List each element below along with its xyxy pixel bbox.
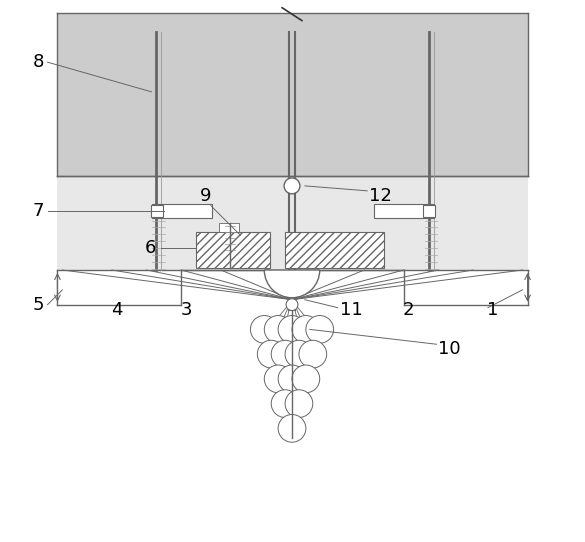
- Text: 5: 5: [33, 295, 44, 314]
- Bar: [219, 223, 239, 233]
- Text: 11: 11: [339, 301, 362, 319]
- Text: 2: 2: [403, 301, 415, 319]
- Circle shape: [278, 315, 306, 343]
- Bar: [57, 12, 528, 176]
- Circle shape: [284, 178, 300, 194]
- Text: 8: 8: [33, 53, 44, 71]
- Wedge shape: [264, 270, 320, 298]
- Circle shape: [292, 365, 320, 393]
- Circle shape: [306, 315, 333, 343]
- Text: 6: 6: [145, 239, 156, 257]
- Text: 1: 1: [487, 301, 498, 319]
- Text: 12: 12: [369, 187, 392, 205]
- Text: 7: 7: [33, 202, 44, 220]
- Text: 9: 9: [200, 187, 212, 205]
- Circle shape: [271, 390, 299, 417]
- Bar: [422, 205, 435, 217]
- Circle shape: [271, 340, 299, 368]
- Circle shape: [292, 315, 320, 343]
- Text: 4: 4: [111, 301, 123, 319]
- Bar: [285, 233, 384, 268]
- Bar: [196, 233, 270, 268]
- Text: 3: 3: [180, 301, 192, 319]
- Circle shape: [264, 315, 292, 343]
- Circle shape: [285, 390, 313, 417]
- Circle shape: [278, 365, 306, 393]
- Text: 10: 10: [439, 340, 461, 358]
- Circle shape: [264, 365, 292, 393]
- Circle shape: [278, 415, 306, 442]
- Bar: [153, 204, 212, 217]
- Circle shape: [250, 315, 278, 343]
- Bar: [152, 205, 163, 217]
- Bar: [374, 204, 433, 217]
- Circle shape: [299, 340, 326, 368]
- Bar: [57, 176, 528, 270]
- Circle shape: [257, 340, 285, 368]
- Circle shape: [285, 340, 313, 368]
- Circle shape: [286, 299, 298, 311]
